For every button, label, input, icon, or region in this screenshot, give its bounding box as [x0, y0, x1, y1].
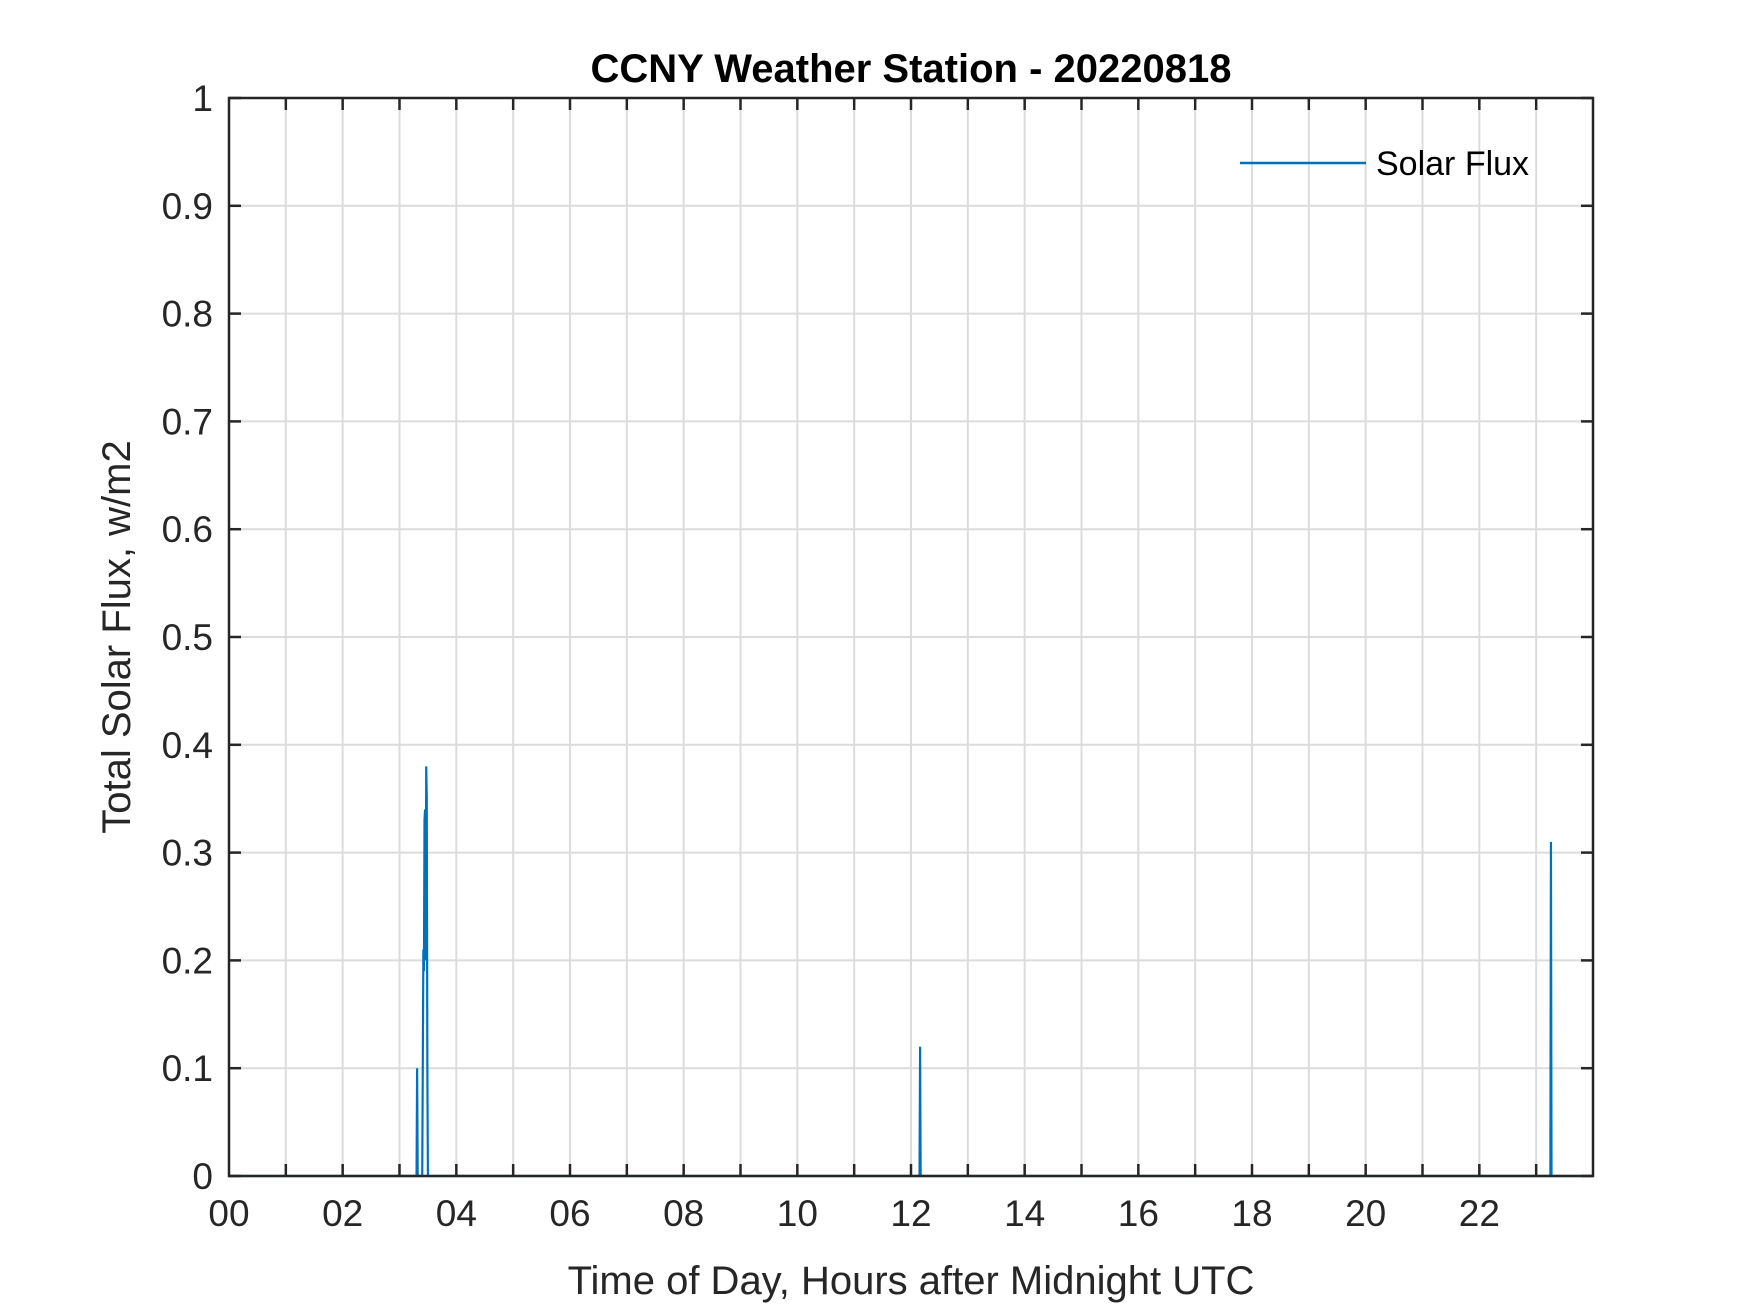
y-tick-label: 0.5: [162, 617, 213, 658]
y-tick-label: 0.9: [162, 186, 213, 227]
y-tick-label: 0: [192, 1156, 213, 1197]
y-tick-label: 0.8: [162, 294, 213, 335]
y-tick-label: 0.2: [162, 940, 213, 981]
chart-title: CCNY Weather Station - 20220818: [591, 47, 1232, 91]
y-tick-label: 0.1: [162, 1048, 213, 1089]
x-tick-label: 00: [208, 1193, 249, 1234]
legend-label: Solar Flux: [1376, 145, 1529, 183]
legend: Solar Flux: [1240, 145, 1529, 183]
x-tick-label: 16: [1118, 1193, 1159, 1234]
x-tick-label: 14: [1004, 1193, 1045, 1234]
y-tick-label: 0.6: [162, 509, 213, 550]
x-tick-label: 12: [890, 1193, 931, 1234]
x-tick-label: 04: [436, 1193, 477, 1234]
x-tick-label: 22: [1459, 1193, 1500, 1234]
y-tick-label: 0.7: [162, 401, 213, 442]
grid-lines: [229, 98, 1593, 1176]
x-tick-label: 08: [663, 1193, 704, 1234]
y-tick-label: 1: [192, 78, 213, 119]
y-axis-label: Total Solar Flux, w/m2: [95, 440, 139, 833]
x-tick-label: 02: [322, 1193, 363, 1234]
x-tick-label: 06: [549, 1193, 590, 1234]
y-tick-label: 0.4: [162, 725, 213, 766]
x-tick-label: 18: [1231, 1193, 1272, 1234]
x-tick-label: 20: [1345, 1193, 1386, 1234]
y-tick-label: 0.3: [162, 833, 213, 874]
x-tick-label: 10: [777, 1193, 818, 1234]
ticks-layer: 00 02 04 06 08 10 12 14 16 18 20 22 0 0.1 0.2 0.3 0.4 0.5…: [162, 78, 1593, 1234]
x-axis-label: Time of Day, Hours after Midnight UTC: [568, 1259, 1255, 1303]
